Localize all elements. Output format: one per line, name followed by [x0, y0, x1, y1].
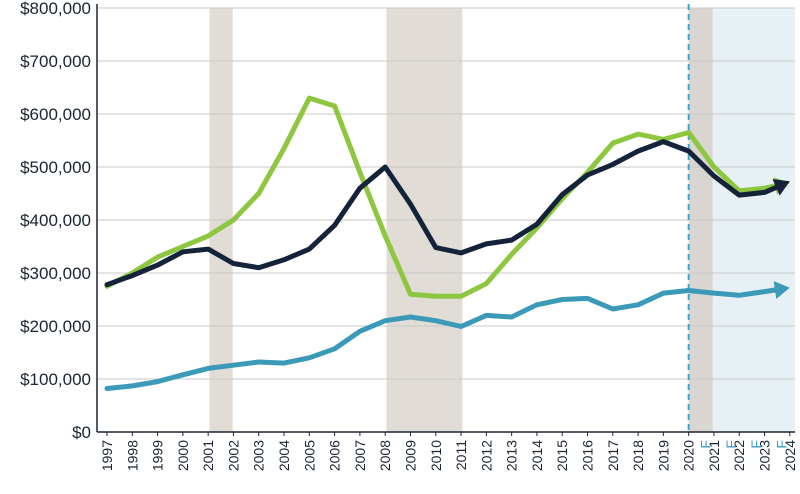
series-line-green: [104, 95, 778, 299]
x-tick-label: 2024: [782, 440, 798, 471]
y-tick-label: $300,000: [20, 264, 91, 283]
forecast-label: F: [748, 440, 764, 449]
x-tick-label: 2011: [453, 440, 469, 470]
x-tick-label: 2019: [655, 440, 671, 471]
x-tick-label: 2016: [580, 440, 596, 471]
x-tick-label: 2002: [225, 440, 241, 471]
x-tick-label: 2018: [630, 440, 646, 471]
x-tick-label: 2015: [554, 440, 570, 471]
x-tick-label: 1997: [99, 440, 115, 471]
forecast-label: F: [774, 440, 790, 449]
series-line-teal: [104, 287, 778, 391]
y-tick-label: $700,000: [20, 52, 91, 71]
y-tick-label: $100,000: [20, 370, 91, 389]
gridlines: [97, 7, 795, 380]
x-tick-label: 2013: [504, 440, 520, 471]
x-tick-label: 2001: [200, 440, 216, 471]
x-tick-label: 2014: [529, 440, 545, 471]
data-series: [104, 95, 790, 391]
series-arrowhead-navy: [772, 179, 790, 196]
series-arrowhead-teal: [773, 281, 790, 299]
x-axis-tick-labels: 1997 1998 1999 2000 2001 2002 2003 2004 2005 2006…: [99, 440, 800, 471]
forecast-label: F: [799, 440, 800, 449]
x-tick-label: 2022: [731, 440, 747, 471]
x-tick-label: 2003: [251, 440, 267, 471]
x-tick-label: 2017: [605, 440, 621, 471]
x-tick-label: 2007: [352, 440, 368, 471]
axes: [96, 4, 795, 436]
series-line-navy: [104, 139, 779, 288]
x-tick-label: 2004: [276, 440, 292, 471]
forecast-label: F: [723, 440, 739, 449]
x-tick-label: 2009: [402, 440, 418, 471]
y-tick-label: $0: [72, 423, 91, 442]
x-tick-label: 2000: [175, 440, 191, 471]
y-tick-label: $500,000: [20, 158, 91, 177]
y-axis-tick-labels: $0 $100,000 $200,000 $300,000 $400,000 $500,0…: [20, 0, 91, 442]
y-tick-label: $600,000: [20, 105, 91, 124]
x-tick-label: 2005: [301, 440, 317, 471]
x-tick-label: 2012: [478, 440, 494, 471]
x-tick-label: 2023: [757, 440, 773, 471]
x-tick-label: 2020: [681, 440, 697, 471]
x-tick-label: 1999: [150, 440, 166, 471]
y-tick-label: $200,000: [20, 317, 91, 336]
y-tick-label: $400,000: [20, 211, 91, 230]
x-tick-label: 2010: [428, 440, 444, 471]
x-tick-label: 1998: [124, 440, 140, 471]
forecast-label: F: [698, 440, 714, 449]
x-tick-label: 2021: [706, 440, 722, 471]
x-tick-label: 2006: [327, 440, 343, 471]
y-tick-label: $800,000: [20, 0, 91, 18]
x-tick-label: 2008: [377, 440, 393, 471]
